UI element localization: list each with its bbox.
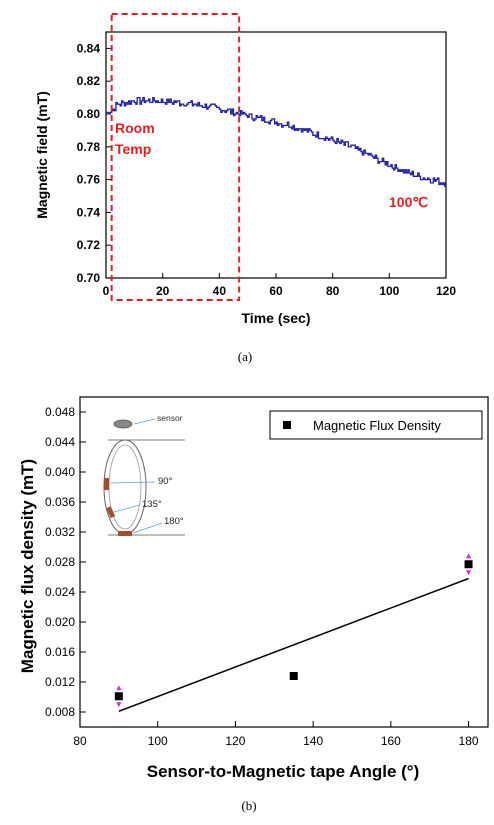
room-temp-region-box (110, 13, 241, 301)
chart-b-y-tick-label: 0.032 (45, 525, 75, 539)
chart-b-y-tick-label: 0.016 (45, 645, 75, 659)
angle-90-label: 90° (158, 476, 173, 487)
chart-b-y-tick-label: 0.028 (45, 555, 75, 569)
chart-b-y-tick-label: 0.036 (45, 495, 75, 509)
chart-b-x-tick-label: 100 (148, 734, 168, 748)
chart-a: 0 20 40 60 80 100 120 0.70 0.72 0.74 0.76 0.78 0.80 0… (34, 13, 457, 364)
legend-label: Magnetic Flux Density (313, 418, 441, 433)
chart-b: 80 100 120 140 160 180 0.008 0.012 0.016 0.020 0.0… (18, 396, 489, 813)
chart-b-y-tick-label: 0.048 (45, 405, 75, 419)
data-point (114, 692, 123, 701)
chart-a-y-tick-label: 0.74 (77, 205, 101, 219)
chart-a-y-tick-label: 0.70 (77, 271, 101, 285)
angle-180-label: 180° (164, 516, 184, 527)
tape-mark-180 (118, 531, 132, 536)
tape-mark-135 (106, 506, 116, 519)
error-bar-up (466, 553, 472, 559)
error-bar-down (466, 570, 472, 576)
chart-a-x-tick-label: 0 (103, 284, 110, 298)
chart-b-points (114, 553, 473, 708)
chart-b-x-axis-label: Sensor-to-Magnetic tape Angle (°) (147, 762, 420, 781)
chart-a-x-axis-label: Time (sec) (242, 310, 311, 326)
chart-a-x-tick-label: 20 (156, 284, 170, 298)
hot-temp-label: 100℃ (389, 194, 428, 210)
room-temp-label: Room Temp (115, 120, 159, 157)
chart-a-x-tick-label: 40 (213, 284, 227, 298)
caption-a: (a) (238, 349, 252, 364)
data-point (464, 560, 473, 569)
error-bar-down (116, 702, 122, 708)
chart-b-x-tick-label: 160 (381, 734, 401, 748)
chart-b-y-tick-label: 0.024 (45, 585, 75, 599)
chart-b-y-tick-label: 0.012 (45, 675, 75, 689)
chart-a-y-axis-label: Magnetic field (mT) (34, 91, 50, 219)
chart-b-x-tick-label: 120 (225, 734, 245, 748)
chart-b-plot-frame (79, 396, 489, 728)
error-bar-up (116, 685, 122, 691)
data-point (289, 672, 298, 680)
chart-b-legend: Magnetic Flux Density (269, 410, 483, 440)
chart-b-y-tick-label: 0.040 (45, 465, 75, 479)
tape-ring-outer (103, 439, 147, 535)
chart-a-x-tick-label: 60 (269, 284, 283, 298)
angle-135-label: 135° (142, 499, 162, 510)
chart-a-ticks: 0 20 40 60 80 100 120 0.70 0.72 0.74 0.76 0.78 0.80 0… (77, 41, 457, 298)
chart-a-y-tick-label: 0.84 (77, 41, 101, 55)
chart-a-y-tick-label: 0.72 (77, 238, 101, 252)
chart-a-y-tick-label: 0.82 (77, 74, 101, 88)
tape-mark-90 (104, 478, 109, 490)
chart-b-y-axis-label: Magnetic flux density (mT) (18, 459, 37, 673)
sensor-label: sensor (157, 413, 183, 423)
chart-b-y-tick-label: 0.020 (45, 615, 75, 629)
chart-a-y-tick-label: 0.80 (77, 107, 101, 121)
chart-a-y-tick-label: 0.76 (77, 173, 101, 187)
chart-a-series-line (106, 96, 447, 187)
chart-a-x-tick-label: 120 (436, 284, 456, 298)
chart-b-y-tick-label: 0.044 (45, 435, 75, 449)
chart-b-y-tick-label: 0.008 (45, 705, 75, 719)
sensor-shape (113, 419, 133, 429)
chart-a-plot-frame (105, 31, 447, 279)
legend-marker (283, 421, 291, 429)
legend-box (269, 410, 483, 440)
caption-b: (b) (241, 798, 256, 813)
chart-b-x-tick-label: 140 (303, 734, 323, 748)
chart-b-x-tick-label: 80 (73, 734, 87, 748)
chart-a-x-tick-label: 100 (379, 284, 399, 298)
chart-a-y-tick-label: 0.78 (77, 140, 101, 154)
chart-a-x-tick-label: 80 (326, 284, 340, 298)
sensor-schematic-inset: sensor 90° 135° 180° (103, 413, 185, 536)
fit-line (118, 577, 469, 712)
chart-b-ticks: 80 100 120 140 160 180 0.008 0.012 0.016 0.020 0.0… (45, 405, 479, 748)
chart-b-x-tick-label: 180 (459, 734, 479, 748)
